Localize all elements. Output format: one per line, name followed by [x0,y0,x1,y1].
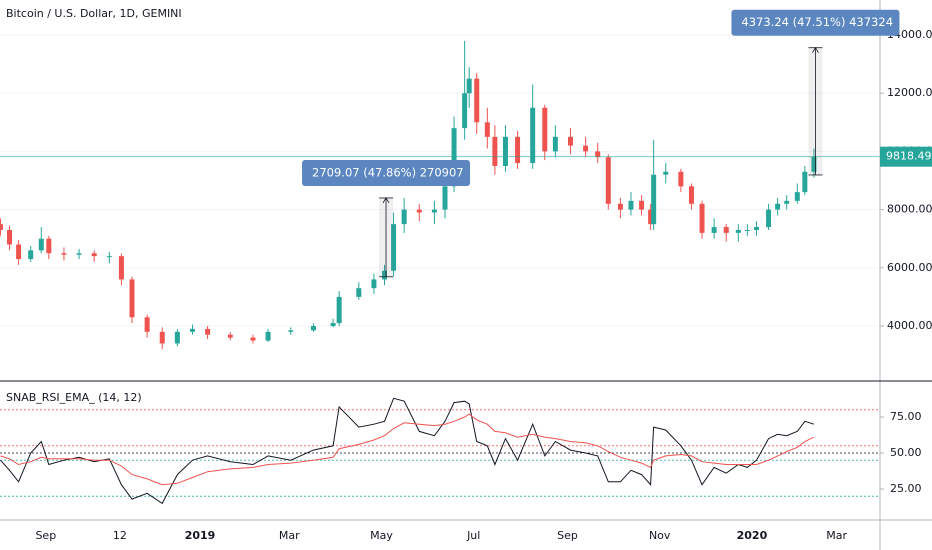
candle-body [492,136,498,166]
candle-body [639,200,645,210]
y-tick-label: 25.00 [890,482,922,495]
candle-body [595,151,601,158]
indicator-line [0,397,815,505]
candle-body [617,203,623,210]
candle-body [310,325,316,331]
candle-body [91,253,97,257]
candle-body [766,209,772,228]
candle-body [711,227,717,233]
candle-body [451,128,457,187]
candle-body [189,328,195,332]
candle-body [106,256,112,258]
candle-body [663,171,669,175]
candle-body [159,331,165,344]
candle-body [466,78,472,94]
candle-body [651,174,657,225]
x-tick-label: Jul [466,529,480,542]
candle-body [61,253,67,255]
y-tick-label: 12000.00 [887,86,932,99]
candle-body [330,323,336,326]
x-tick-label: Nov [649,529,671,542]
candle-body [227,334,233,338]
candle-body [542,107,548,152]
candle-body [530,107,536,164]
candle-body [205,328,211,335]
candle-body [28,250,34,260]
candle-body [628,200,634,210]
indicator-line [0,413,815,486]
candle-body [288,330,294,332]
grid-layer [0,34,880,497]
candle-body [416,209,422,213]
candle-body [605,157,611,204]
y-tick-label: 50.00 [890,446,922,459]
candle-body [371,279,377,289]
x-tick-label: Sep [557,529,578,542]
x-tick-label: 12 [113,529,127,542]
candle-body [7,229,13,245]
candle-body [401,209,407,225]
x-tick-label: 2019 [185,529,216,542]
candle-body [735,229,741,233]
candle-body [250,337,256,341]
x-tick-label: May [370,529,393,542]
candle-body [144,317,150,332]
candle-body [442,186,448,210]
candle-body [431,209,437,213]
candle-body [129,279,135,318]
measure-badge [731,9,900,36]
candle-body [474,78,480,123]
candle-body [0,224,3,230]
candle-body [678,171,684,187]
candle-body [775,203,781,210]
candle-body [484,122,490,137]
x-tick-label: Mar [826,529,847,542]
candle-body [174,331,180,344]
x-tick-label: 2020 [737,529,768,542]
y-tick-label: 6000.00 [887,261,932,274]
candle-body [76,253,82,255]
marks-layer [0,40,880,505]
candle-body [515,136,521,164]
candle-body [265,331,271,341]
candle-body [382,270,388,280]
x-tick-label: Mar [279,529,300,542]
candle-body [16,244,22,260]
indicator-title: SNAB_RSI_EMA_ (14, 12) [6,391,142,404]
candle-body [784,200,790,204]
last-price-label: 9818.49 [886,150,932,163]
candle-body [552,136,558,152]
x-tick-label: Sep [35,529,56,542]
candle-body [38,238,44,251]
candle-body [794,192,800,201]
measure-label: 4373.24 (47.51%) 437324 [741,15,893,29]
candle-body [567,136,573,146]
last-price-badge [880,146,932,167]
measure-badge [302,159,471,186]
candle-body [583,145,589,152]
candle-body [744,229,750,231]
candle-body [802,171,808,193]
measure-label: 2709.07 (47.86%) 270907 [312,165,464,179]
candle-body [336,296,342,324]
candle-body [648,209,654,225]
candle-body [118,256,124,280]
candle-body [462,93,468,129]
candle-body [811,156,817,172]
labels-layer: Sep 12 2019 Mar May Jul Sep Nov 2020 Mar 4000.00 60… [35,9,932,542]
y-tick-label: 4000.00 [887,319,932,332]
y-tick-label: 75.00 [890,410,922,423]
candle-body [723,227,729,233]
candle-body [391,224,397,271]
candle-body [753,227,759,230]
candle-body [688,186,694,204]
candle-body [502,136,508,166]
candle-body [699,203,705,233]
candle-body [356,288,362,297]
y-tick-label: 8000.00 [887,203,932,216]
candle-body [46,238,52,254]
chart-title: Bitcoin / U.S. Dollar, 1D, GEMINI [6,7,182,20]
